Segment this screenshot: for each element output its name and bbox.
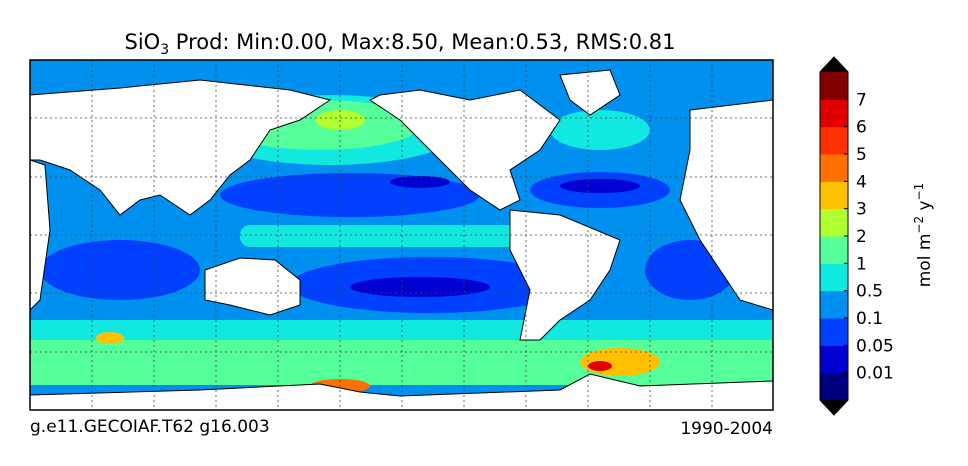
north-america [369,89,561,211]
colorbar: 0.01 0.05 0.1 0.5 1 2 3 4 5 6 7 [819,56,894,416]
title-subscript: 3 [160,42,169,58]
colorbar-tick-label: 0.1 [856,309,883,329]
kerguelen-high [96,332,124,344]
map [30,60,773,410]
colorbar-tick-label: 2 [856,227,867,247]
north-atlantic-band [550,110,650,150]
graticule [30,60,773,410]
colorbar-tick-label: 0.01 [856,364,894,384]
colorbar-bin [820,345,848,374]
greenland [559,69,621,116]
colorbar-tick-label: 0.5 [856,282,883,302]
colorbar-bin [820,372,848,401]
colorbar-bin [820,208,848,237]
colorbar-bin [820,99,848,128]
colorbar-bin [820,290,848,319]
colorbar-bin [820,318,848,346]
australia [204,257,301,316]
colorbar-bin [820,181,848,210]
unit-exp2: −1 [912,183,926,201]
south-pacific-core [350,277,490,297]
colorbar-extend-top [820,57,848,72]
colorbar-tick-label: 6 [856,118,867,138]
title-text: Prod: Min:0.00, Max:8.50, Mean:0.53, RMS… [169,30,675,54]
title: SiO3 Prod: Min:0.00, Max:8.50, Mean:0.53… [124,30,675,58]
north-pacific-core [390,176,450,188]
colorbar-tick-label: 0.05 [856,336,894,356]
colorbar-extend-bottom [820,400,848,415]
colorbar-label: mol m−2 y−1 [912,183,935,288]
equatorial-band [240,225,540,247]
eurasia [30,79,332,216]
unit-mid: y [915,200,935,215]
colorbar-outline [819,56,849,416]
map-frame [29,59,774,411]
southern-green [30,340,773,385]
indian-gyre [40,240,200,300]
weddell-peak [588,361,612,371]
north-atlantic-core [560,179,640,193]
colorbar-bin [820,154,848,182]
europe-africa [679,99,773,311]
unit: mol m [915,234,935,288]
colorbar-tick-label: 3 [856,200,867,220]
colorbar-bin [820,263,848,292]
footer-left: g.e11.GECOIAF.T62 g16.003 [30,417,270,437]
colorbar-bin [820,72,848,100]
title-species: SiO [124,30,160,54]
colorbar-bin [820,126,848,155]
colorbar-tick-label: 5 [856,145,867,165]
footer-right: 1990-2004 [680,419,773,439]
south-america [509,209,621,341]
unit-exp1: −2 [912,216,926,234]
colorbar-tick-label: 4 [856,172,867,192]
colorbar-tick-label: 1 [856,254,867,274]
colorbar-tick-label: 7 [856,90,867,110]
colorbar-bin [820,236,848,264]
